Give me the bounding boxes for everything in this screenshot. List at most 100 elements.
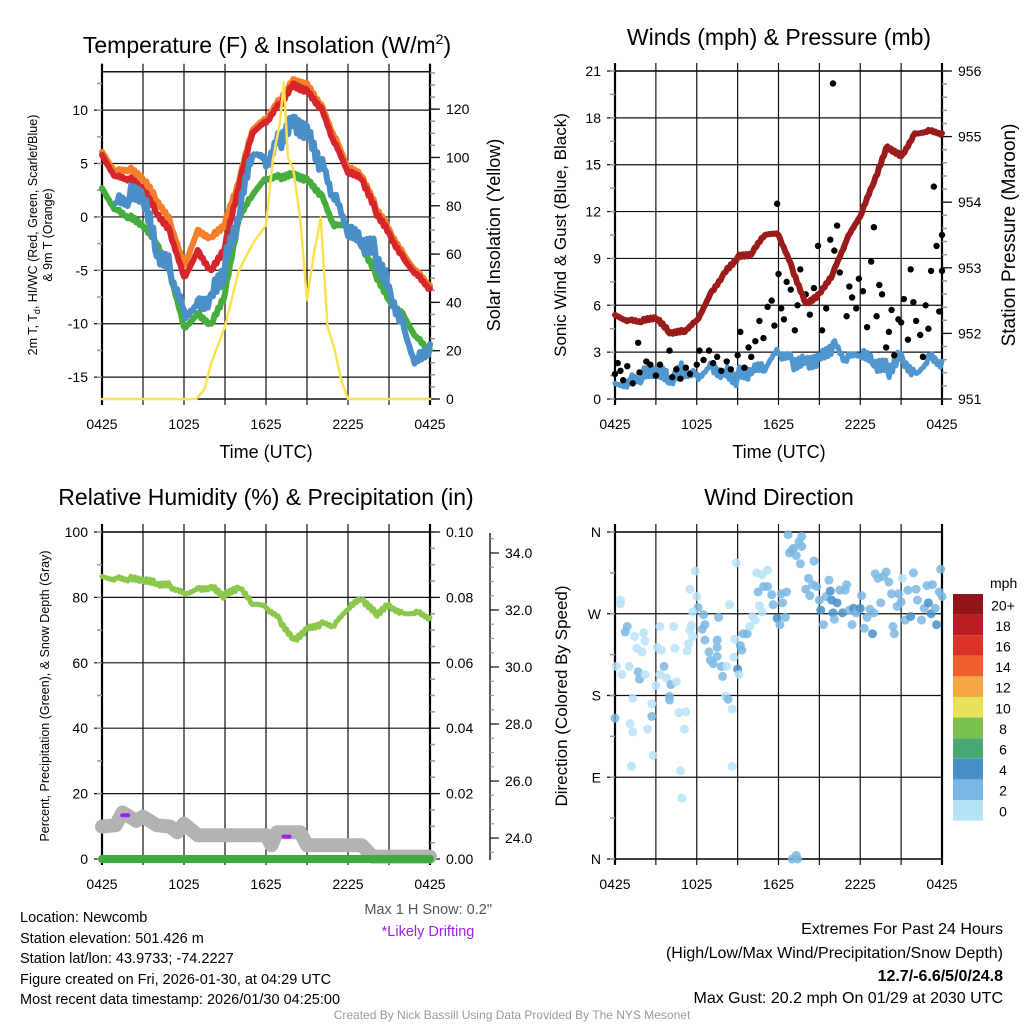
wind-direction-point [936,564,946,574]
colorbar-swatch [953,717,983,739]
recent-data-timestamp: Most recent data timestamp: 2026/01/30 0… [20,992,340,1008]
gust-point [686,370,694,378]
y-tick-label-left: -15 [68,369,88,385]
wind-direction-point [825,586,835,596]
wind-direction-point [714,612,724,622]
wind-direction-point [685,584,695,594]
relative-humidity-line [99,573,433,643]
y-tick-label-right: 0.08 [446,589,473,605]
y-tick-label-right: 0 [446,391,454,407]
wind-direction-point [838,608,848,618]
y-tick-label-left: 12 [585,204,601,220]
y-tick-label-right: 0.10 [446,524,473,540]
wind-direction-point [911,584,921,594]
wind-direction-point [700,635,710,645]
colorbar-swatch [953,614,983,636]
wind-direction-point [626,761,636,771]
wind-direction-point [750,615,760,625]
gust-point [775,270,782,278]
gust-point [859,288,867,295]
wind-direction-point [903,585,913,595]
gust-point [933,242,940,250]
solar-insolation-line [100,81,432,401]
wind-direction-point [690,566,700,576]
wind-direction-point [797,532,807,542]
gust-point [773,200,781,207]
wind-direction-point [908,568,918,578]
gust-point [827,236,834,243]
likely-drifting-note: *Likely Drifting [382,924,475,940]
wind-direction-point [628,727,638,737]
wind-direction-point [647,711,657,721]
extremes-legend: (High/Low/Max Wind/Precipitation/Snow De… [666,945,1003,962]
gust-point [778,305,785,312]
snow-tick-label: 26.0 [505,773,532,789]
gust-point [910,298,917,306]
wind-direction-point [718,671,728,681]
wind-direction-point [662,673,672,683]
y-tick-label-left: E [592,769,601,785]
y-tick-label-left: S [592,688,601,704]
gust-point [930,183,938,190]
wind-direction-point [847,620,857,630]
wind-direction-point [757,607,767,617]
y-tick-label-right: 955 [958,129,982,145]
gust-point [693,361,700,368]
gust-point [619,377,627,384]
y-tick-label-left: 40 [72,720,88,736]
gust-point [718,367,725,375]
y-tick-label-left: 15 [585,157,601,173]
wind-direction-point [832,598,842,608]
wind-direction-point [884,577,894,587]
gust-point [938,231,946,239]
y-tick-label-left: W [588,606,602,622]
x-tick-label: 1625 [250,876,281,892]
wind-direction-point [889,629,899,639]
wind-direction-point [803,573,813,583]
gust-point [822,305,830,312]
winds-ylabel-left: Sonic Wind & Gust (Blue, Black) [551,113,570,357]
x-tick-label: 1625 [250,416,281,432]
y-tick-label-right: 0.04 [446,720,473,736]
wind-direction-point [869,608,879,618]
gust-point [922,302,929,309]
gust-point [882,344,890,351]
wind-direction-point [868,629,878,639]
gust-point [797,266,804,273]
humidity-panel-title: Relative Humidity (%) & Precipitation (i… [58,484,473,510]
credit-line: Created By Nick Bassill Using Data Provi… [334,1008,691,1022]
wind-direction-point [859,623,869,633]
wind-direction-point [814,595,824,605]
wind-direction-point [723,694,733,704]
y-tick-label-right: 60 [446,246,462,262]
wind-direction-point [640,670,650,680]
direction-ylabel-left: Direction (Colored By Speed) [552,585,571,806]
wind-direction-point [888,621,898,631]
wind-direction-point [655,670,665,680]
gust-point [852,305,860,312]
x-tick-label: 1025 [681,876,712,892]
y-tick-label-left: 0 [80,851,88,867]
wind-direction-point [692,591,702,601]
colorbar-swatch [953,676,983,697]
wind-direction-point [731,558,741,568]
gust-point [794,302,801,309]
gust-point [614,359,621,367]
two-meter-temperature-line [99,80,433,292]
gust-point [878,291,886,298]
x-tick-label: 0425 [599,876,630,892]
x-tick-label: 1625 [763,416,794,432]
wind-direction-point [795,559,805,569]
y-tick-label-left: 6 [593,297,601,313]
gust-point [756,317,763,325]
gust-point [885,328,893,336]
wind-direction-point [842,580,852,590]
gust-point [814,242,822,250]
y-tick-label-right: 20 [446,343,462,359]
wind-direction-point [812,582,822,591]
gust-point [624,363,631,370]
wind-direction-point [930,603,940,613]
gust-point [737,328,744,336]
wind-direction-point [651,681,661,691]
gust-point [745,344,752,351]
